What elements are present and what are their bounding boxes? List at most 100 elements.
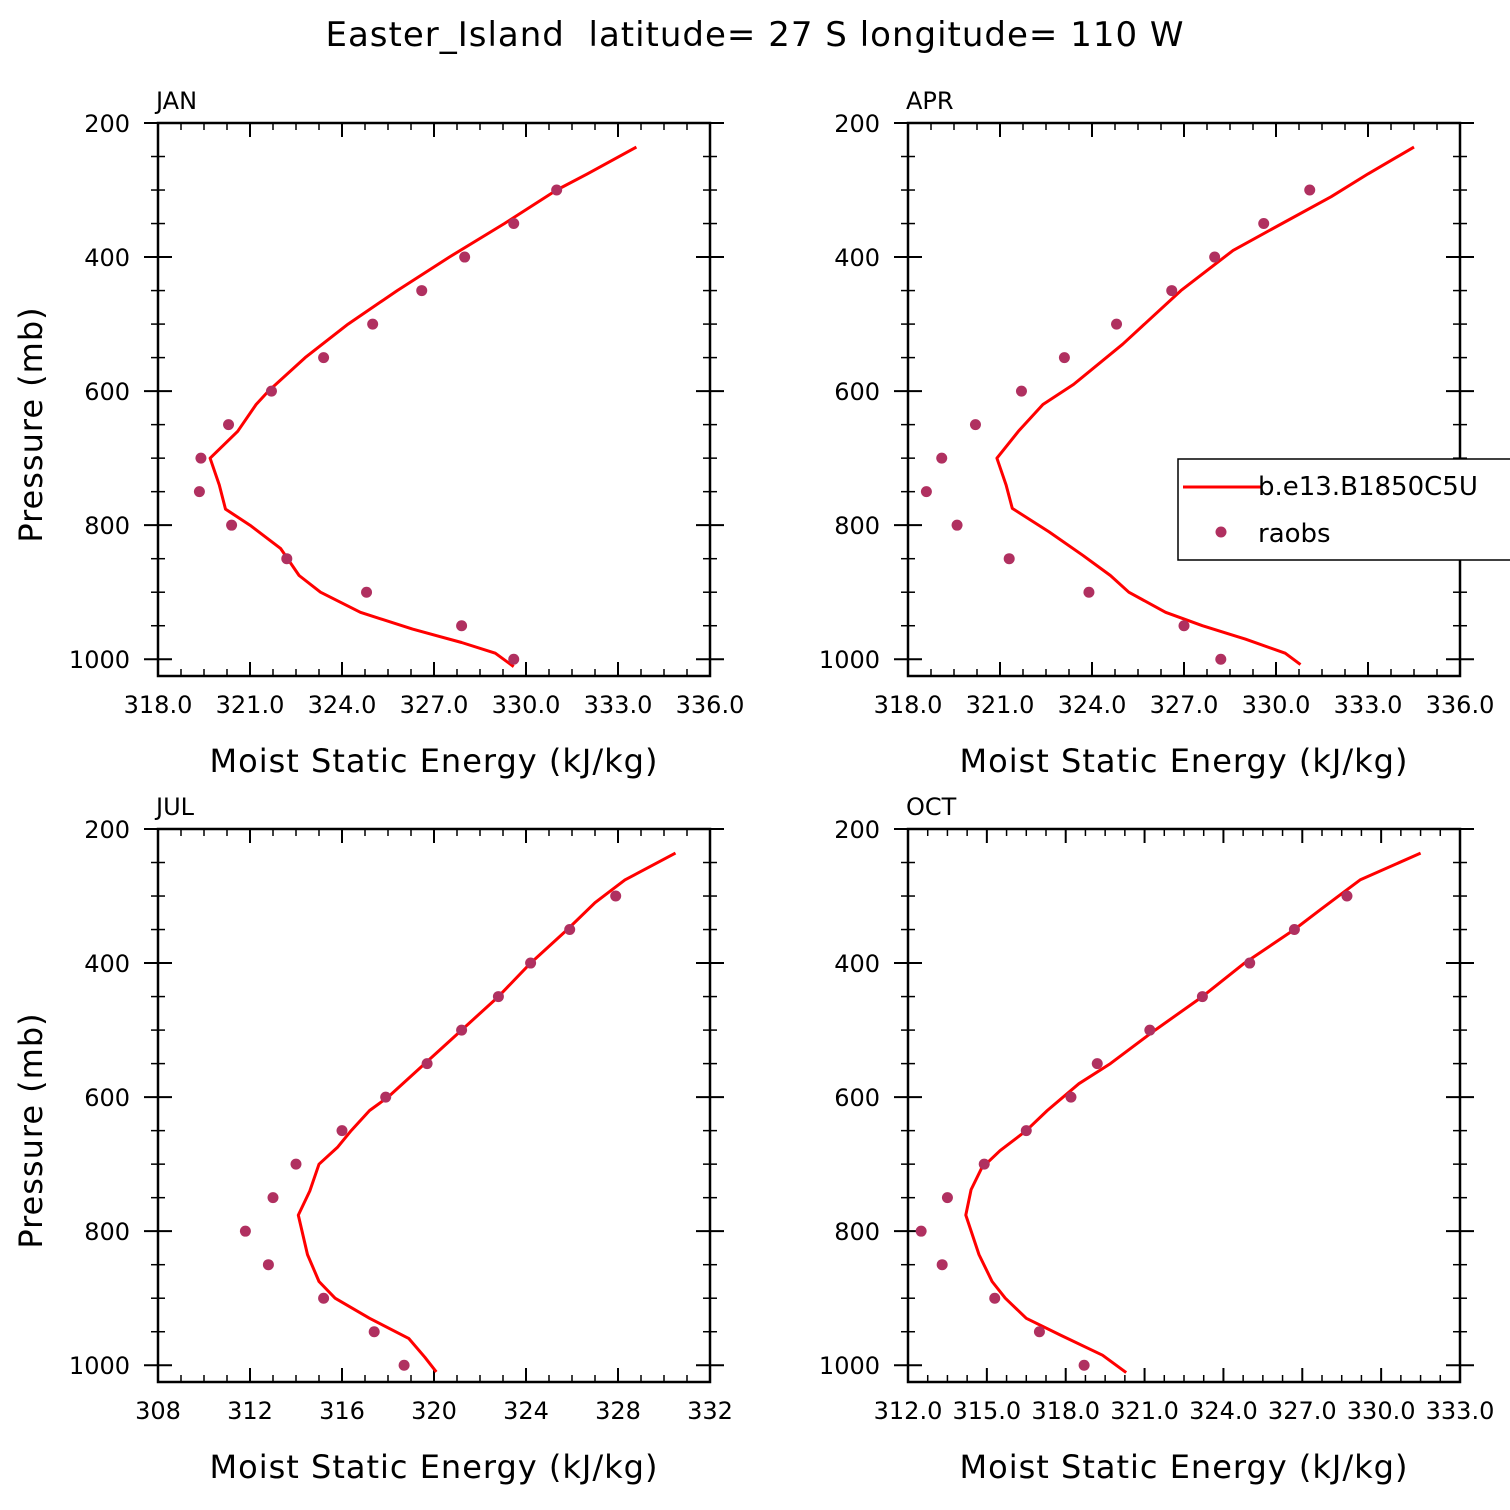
plot-area bbox=[239, 851, 677, 1373]
y-tick-label: 200 bbox=[834, 110, 880, 138]
legend-box bbox=[1177, 458, 1510, 561]
raobs-point bbox=[421, 1058, 433, 1070]
raobs-point bbox=[1091, 1058, 1103, 1070]
y-tick-label: 600 bbox=[84, 378, 130, 406]
x-tick-label: 321.0 bbox=[1110, 1397, 1179, 1425]
raobs-point bbox=[336, 1125, 348, 1137]
raobs-point bbox=[456, 1024, 468, 1036]
x-axis-title: Moist Static Energy (kJ/kg) bbox=[210, 1448, 659, 1486]
y-tick-label: 1000 bbox=[69, 646, 130, 674]
x-tick-label: 318.0 bbox=[124, 691, 193, 719]
raobs-point bbox=[915, 1225, 927, 1237]
plot-area bbox=[193, 145, 638, 668]
y-tick-label: 1000 bbox=[819, 646, 880, 674]
raobs-point bbox=[195, 452, 207, 464]
raobs-point bbox=[1166, 285, 1178, 297]
raobs-point bbox=[951, 519, 963, 531]
x-tick-label: 324 bbox=[503, 1397, 549, 1425]
raobs-point bbox=[380, 1091, 392, 1103]
x-tick-label: 336.0 bbox=[1426, 691, 1495, 719]
x-tick-label: 330.0 bbox=[492, 691, 561, 719]
raobs-point bbox=[1065, 1091, 1077, 1103]
raobs-point bbox=[456, 620, 468, 632]
legend-dot-swatch bbox=[1215, 526, 1227, 538]
x-axis-title: Moist Static Energy (kJ/kg) bbox=[960, 742, 1409, 780]
x-tick-label: 321.0 bbox=[966, 691, 1035, 719]
raobs-point bbox=[1288, 924, 1300, 936]
raobs-point bbox=[969, 419, 981, 431]
raobs-point bbox=[1258, 218, 1270, 230]
raobs-point bbox=[318, 1292, 330, 1304]
raobs-point bbox=[551, 184, 563, 196]
y-tick-label: 600 bbox=[834, 1084, 880, 1112]
raobs-point bbox=[239, 1225, 251, 1237]
plot-frame bbox=[906, 121, 1462, 678]
raobs-point bbox=[1215, 653, 1227, 665]
raobs-point bbox=[281, 553, 293, 565]
x-axis-title: Moist Static Energy (kJ/kg) bbox=[210, 742, 659, 780]
raobs-point bbox=[936, 1259, 948, 1271]
x-tick-label: 327.0 bbox=[1150, 691, 1219, 719]
raobs-point bbox=[398, 1359, 410, 1371]
raobs-point bbox=[564, 924, 576, 936]
raobs-point bbox=[936, 452, 948, 464]
x-tick-label: 333.0 bbox=[584, 691, 653, 719]
raobs-point bbox=[290, 1158, 302, 1170]
legend-obs-label: raobs bbox=[1258, 519, 1331, 549]
legend-model-label: b.e13.B1850C5U bbox=[1258, 472, 1478, 502]
panel-jul: JUL 308 312 316 320 324 328 332 200 400 600 800 1000… bbox=[12, 793, 733, 1486]
x-tick-label: 324.0 bbox=[1058, 691, 1127, 719]
raobs-point bbox=[1178, 620, 1190, 632]
raobs-point bbox=[1020, 1125, 1032, 1137]
model-line bbox=[296, 851, 677, 1373]
x-tick-label: 333.0 bbox=[1334, 691, 1403, 719]
y-tick-label: 800 bbox=[834, 1218, 880, 1246]
raobs-point bbox=[1078, 1359, 1090, 1371]
panel-label: OCT bbox=[906, 793, 957, 821]
panel-apr: APR 318.0 321.0 324.0 327.0 330.0 333.0 336.0 20… bbox=[819, 87, 1494, 780]
raobs-point bbox=[1083, 586, 1095, 598]
x-tick-label: 327.0 bbox=[1268, 1397, 1337, 1425]
y-axis-title: Pressure (mb) bbox=[12, 1012, 50, 1248]
y-tick-label: 1000 bbox=[69, 1352, 130, 1380]
raobs-point bbox=[1111, 318, 1123, 330]
x-tick-label: 336.0 bbox=[676, 691, 745, 719]
raobs-point bbox=[1033, 1326, 1045, 1338]
x-tick-label: 328 bbox=[595, 1397, 641, 1425]
raobs-point bbox=[361, 586, 373, 598]
raobs-point bbox=[226, 519, 238, 531]
raobs-point bbox=[508, 653, 520, 665]
x-tick-label: 318.0 bbox=[874, 691, 943, 719]
x-tick-label: 321.0 bbox=[216, 691, 285, 719]
panel-label: APR bbox=[906, 87, 954, 115]
panels: JAN 318.0 321.0 324.0 327.0 330.0 333.0 336.0 20… bbox=[12, 87, 1494, 1486]
y-tick-label: 400 bbox=[84, 950, 130, 978]
x-tick-label: 333.0 bbox=[1426, 1397, 1495, 1425]
y-tick-label: 200 bbox=[834, 816, 880, 844]
x-tick-label: 316 bbox=[319, 1397, 365, 1425]
x-tick-label: 332 bbox=[687, 1397, 733, 1425]
model-line bbox=[964, 851, 1422, 1374]
raobs-point bbox=[978, 1158, 990, 1170]
raobs-point bbox=[1304, 184, 1316, 196]
x-tick-label: 327.0 bbox=[400, 691, 469, 719]
raobs-point bbox=[508, 218, 520, 230]
x-tick-label: 320 bbox=[411, 1397, 457, 1425]
raobs-point bbox=[610, 890, 622, 902]
raobs-point bbox=[1341, 890, 1353, 902]
y-tick-label: 400 bbox=[834, 244, 880, 272]
raobs-point bbox=[223, 419, 235, 431]
y-tick-label: 800 bbox=[84, 512, 130, 540]
raobs-point bbox=[193, 486, 205, 498]
y-tick-label: 200 bbox=[84, 110, 130, 138]
raobs-point bbox=[368, 1326, 380, 1338]
raobs-point bbox=[1003, 553, 1015, 565]
x-tick-label: 324.0 bbox=[308, 691, 377, 719]
panel-label: JAN bbox=[154, 87, 197, 115]
raobs-point bbox=[1244, 957, 1256, 969]
raobs-point bbox=[262, 1259, 274, 1271]
panel-label: JUL bbox=[154, 793, 195, 821]
raobs-point bbox=[416, 285, 428, 297]
legend: b.e13.B1850C5U raobs bbox=[1177, 458, 1510, 561]
y-tick-label: 1000 bbox=[819, 1352, 880, 1380]
